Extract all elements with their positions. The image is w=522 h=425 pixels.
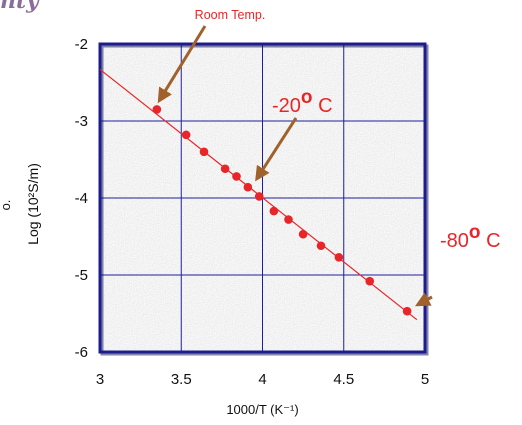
data-point bbox=[365, 276, 375, 286]
data-point bbox=[269, 206, 279, 216]
data-point bbox=[220, 164, 230, 174]
x-axis-label: 1000/T (K⁻¹) bbox=[226, 402, 298, 417]
y-tick-label: -6 bbox=[75, 344, 88, 361]
x-tick-label: 3 bbox=[96, 371, 104, 388]
data-point bbox=[199, 147, 209, 157]
data-point bbox=[298, 229, 308, 239]
data-points bbox=[152, 105, 412, 316]
y-axis-label: Log (10²S/m) bbox=[25, 163, 41, 245]
y-tick-label: -3 bbox=[75, 113, 88, 130]
header-fragment: nty bbox=[0, 0, 39, 14]
plot-frame-shadow bbox=[100, 44, 429, 356]
data-point bbox=[254, 192, 264, 201]
arrow-minus80 bbox=[414, 292, 433, 307]
edge-fragment: o. bbox=[0, 200, 13, 211]
y-tick-label: -5 bbox=[75, 267, 88, 284]
arrow-minus20 bbox=[255, 117, 298, 182]
x-tick-label: 3.5 bbox=[171, 371, 192, 388]
y-tick-label: -2 bbox=[75, 36, 88, 53]
data-point bbox=[181, 130, 191, 140]
annotation-minus80: -80o C bbox=[440, 222, 501, 252]
data-point bbox=[402, 306, 412, 316]
data-point bbox=[316, 241, 326, 251]
data-point bbox=[243, 182, 253, 192]
arrow-room-temp bbox=[157, 25, 207, 104]
data-point bbox=[232, 172, 241, 181]
annotation-minus20: -20o C bbox=[272, 87, 333, 117]
x-tick-label: 4 bbox=[258, 371, 266, 388]
plot-frame bbox=[98, 42, 427, 354]
annotation-room-temp: Room Temp. bbox=[195, 8, 266, 22]
x-tick-label: 5 bbox=[421, 371, 429, 388]
data-point bbox=[152, 105, 162, 114]
y-tick-label: -4 bbox=[75, 190, 88, 207]
data-point bbox=[334, 252, 344, 262]
x-tick-label: 4.5 bbox=[333, 371, 354, 388]
data-point bbox=[284, 215, 293, 224]
